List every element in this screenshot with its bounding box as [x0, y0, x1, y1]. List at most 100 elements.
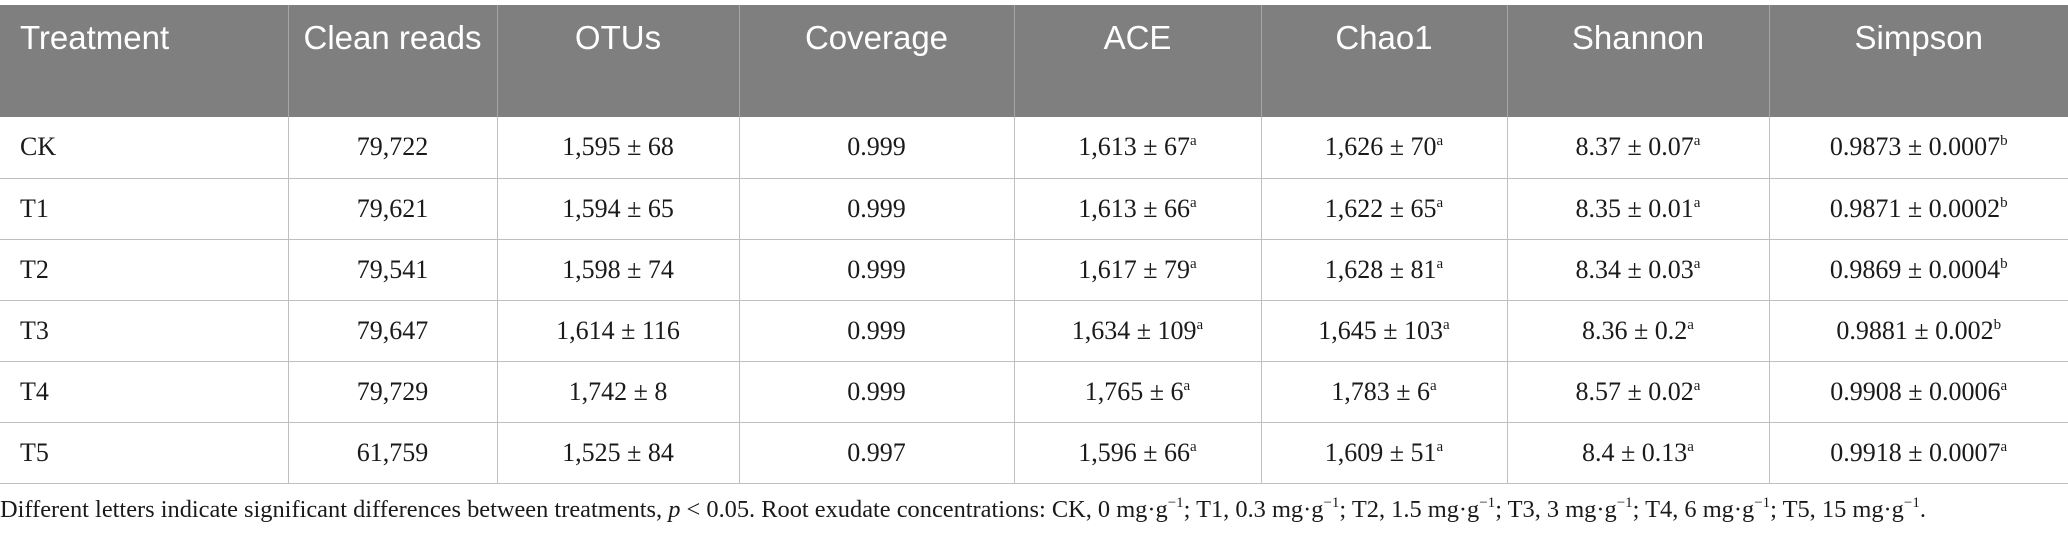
cell-ace: 1,765 ± 6a [1014, 361, 1262, 423]
footnote-p-symbol: p [668, 496, 681, 523]
cell-shannon: 8.57 ± 0.02a [1507, 361, 1770, 423]
cell-otus: 1,598 ± 74 [497, 239, 740, 301]
cell-treatment: T1 [0, 178, 289, 240]
cell-coverage: 0.999 [739, 178, 1015, 240]
table-footnote: Different letters indicate significant d… [0, 496, 2068, 524]
significance-letter: a [1183, 377, 1191, 394]
table-row: CK 79,722 1,595 ± 68 0.999 1,613 ± 67a 1… [0, 117, 2068, 179]
cell-clean-reads: 79,621 [288, 178, 498, 240]
header-clean-reads: Clean reads [288, 5, 498, 117]
footnote-exponent: −1 [1323, 495, 1340, 511]
header-coverage: Coverage [739, 5, 1015, 117]
cell-value: 8.37 ± 0.07 [1575, 132, 1694, 162]
footnote-text: ; T3, 3 mg·g [1495, 496, 1617, 523]
cell-shannon: 8.35 ± 0.01a [1507, 178, 1770, 240]
cell-value: 1,622 ± 65 [1324, 193, 1437, 223]
cell-chao1: 1,622 ± 65a [1261, 178, 1508, 240]
significance-letter: a [1190, 438, 1197, 455]
cell-ace: 1,613 ± 66a [1014, 178, 1262, 240]
cell-value: 1,626 ± 70 [1324, 132, 1437, 162]
cell-value: 1,596 ± 66 [1078, 437, 1191, 467]
header-otus: OTUs [497, 5, 740, 117]
significance-letter: a [1693, 377, 1701, 394]
footnote-exponent: −1 [1754, 495, 1771, 511]
cell-value: 8.35 ± 0.01 [1575, 193, 1694, 223]
footnote-text: ; T2, 1.5 mg·g [1339, 496, 1480, 523]
cell-value: 0.9873 ± 0.0007 [1829, 132, 2001, 162]
cell-value: 8.36 ± 0.2 [1582, 315, 1688, 345]
footnote-exponent: −1 [1479, 495, 1496, 511]
significance-letter: a [1693, 133, 1701, 150]
cell-shannon: 8.34 ± 0.03a [1507, 239, 1770, 301]
cell-ace: 1,613 ± 67a [1014, 117, 1262, 179]
footnote-text: ; T1, 0.3 mg·g [1183, 496, 1324, 523]
cell-otus: 1,525 ± 84 [497, 422, 740, 484]
cell-simpson: 0.9908 ± 0.0006a [1769, 361, 2068, 423]
significance-letter: a [1687, 438, 1694, 455]
cell-value: 1,617 ± 79 [1078, 254, 1191, 284]
footnote-exponent: −1 [1903, 495, 1920, 511]
header-treatment: Treatment [0, 5, 289, 117]
cell-value: 1,765 ± 6 [1084, 376, 1184, 406]
significance-letter: b [2000, 255, 2008, 272]
cell-treatment: T5 [0, 422, 289, 484]
cell-clean-reads: 79,722 [288, 117, 498, 179]
cell-value: 1,628 ± 81 [1324, 254, 1437, 284]
cell-clean-reads: 61,759 [288, 422, 498, 484]
cell-value: 1,609 ± 51 [1324, 437, 1437, 467]
footnote-text: Different letters indicate significant d… [0, 496, 669, 523]
table-row: T3 79,647 1,614 ± 116 0.999 1,634 ± 109a… [0, 300, 2068, 362]
cell-shannon: 8.4 ± 0.13a [1507, 422, 1770, 484]
footnote-text: < 0.05. Root exudate concentrations: CK,… [680, 496, 1168, 523]
significance-letter: b [2000, 194, 2008, 211]
cell-clean-reads: 79,729 [288, 361, 498, 423]
cell-value: 0.9869 ± 0.0004 [1829, 254, 2001, 284]
cell-ace: 1,617 ± 79a [1014, 239, 1262, 301]
footnote-text: . [1919, 496, 1926, 523]
cell-shannon: 8.37 ± 0.07a [1507, 117, 1770, 179]
header-row: Treatment Clean reads OTUs Coverage ACE … [0, 5, 2068, 117]
table-row: T5 61,759 1,525 ± 84 0.997 1,596 ± 66a 1… [0, 422, 2068, 484]
diversity-table: Treatment Clean reads OTUs Coverage ACE … [0, 5, 2068, 484]
cell-chao1: 1,609 ± 51a [1261, 422, 1508, 484]
significance-letter: a [1436, 438, 1444, 455]
significance-letter: a [1196, 316, 1204, 333]
significance-letter: a [1436, 255, 1444, 272]
significance-letter: a [1436, 194, 1444, 211]
footnote-exponent: −1 [1616, 495, 1633, 511]
significance-letter: a [1443, 316, 1450, 333]
significance-letter: b [1993, 316, 2002, 333]
cell-value: 0.9871 ± 0.0002 [1829, 193, 2001, 223]
table-row: T4 79,729 1,742 ± 8 0.999 1,765 ± 6a 1,7… [0, 361, 2068, 423]
cell-treatment: T3 [0, 300, 289, 362]
cell-value: 1,783 ± 6 [1331, 376, 1431, 406]
cell-chao1: 1,783 ± 6a [1261, 361, 1508, 423]
cell-chao1: 1,626 ± 70a [1261, 117, 1508, 179]
cell-otus: 1,742 ± 8 [497, 361, 740, 423]
header-ace: ACE [1014, 5, 1262, 117]
cell-chao1: 1,645 ± 103a [1261, 300, 1508, 362]
cell-clean-reads: 79,541 [288, 239, 498, 301]
footnote-text: ; T5, 15 mg·g [1770, 496, 1904, 523]
header-chao1: Chao1 [1261, 5, 1508, 117]
significance-letter: a [1436, 133, 1444, 150]
significance-letter: b [2000, 133, 2008, 150]
cell-value: 0.9908 ± 0.0006 [1830, 376, 2001, 406]
table-row: T2 79,541 1,598 ± 74 0.999 1,617 ± 79a 1… [0, 239, 2068, 301]
cell-otus: 1,595 ± 68 [497, 117, 740, 179]
significance-letter: a [1693, 194, 1701, 211]
cell-ace: 1,596 ± 66a [1014, 422, 1262, 484]
cell-value: 1,634 ± 109 [1071, 315, 1197, 345]
significance-letter: a [1190, 194, 1197, 211]
footnote-exponent: −1 [1167, 495, 1184, 511]
cell-value: 8.57 ± 0.02 [1575, 376, 1694, 406]
significance-letter: a [1190, 133, 1197, 150]
table-row: T1 79,621 1,594 ± 65 0.999 1,613 ± 66a 1… [0, 178, 2068, 240]
cell-value: 8.4 ± 0.13 [1582, 437, 1688, 467]
cell-treatment: T4 [0, 361, 289, 423]
cell-value: 1,645 ± 103 [1318, 315, 1444, 345]
cell-otus: 1,614 ± 116 [497, 300, 740, 362]
footnote-text: ; T4, 6 mg·g [1632, 496, 1755, 523]
header-shannon: Shannon [1507, 5, 1770, 117]
cell-chao1: 1,628 ± 81a [1261, 239, 1508, 301]
